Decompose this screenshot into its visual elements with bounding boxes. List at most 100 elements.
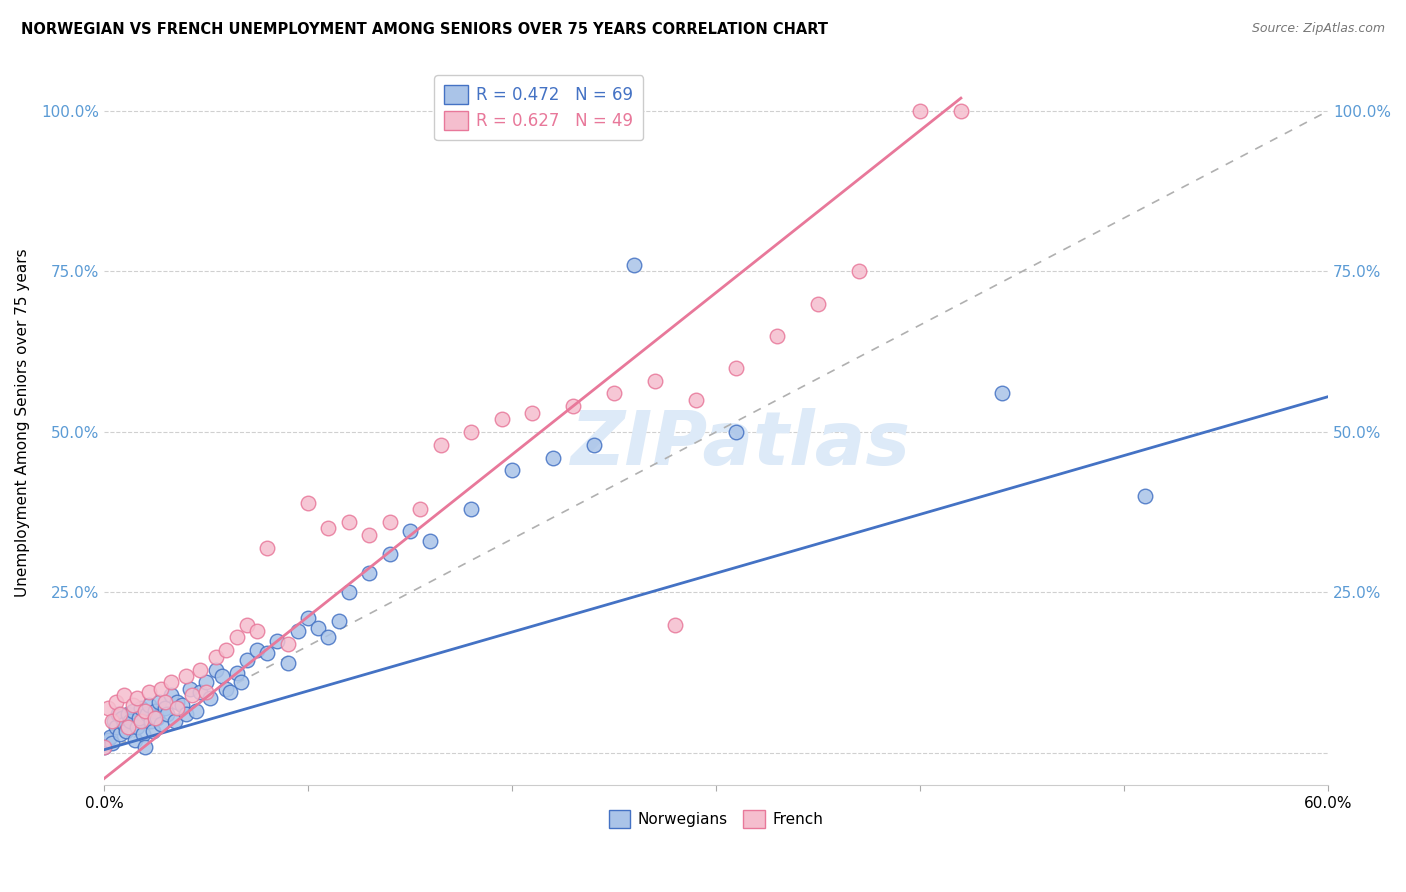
Point	[115, 723, 138, 738]
Point	[128, 711, 150, 725]
Text: Source: ZipAtlas.com: Source: ZipAtlas.com	[1251, 22, 1385, 36]
Point	[101, 736, 124, 750]
Text: ZIPatlas: ZIPatlas	[571, 408, 911, 481]
Point	[103, 714, 125, 728]
Point	[378, 547, 401, 561]
Point	[337, 585, 360, 599]
Point	[236, 653, 259, 667]
Point	[766, 328, 789, 343]
Point	[378, 515, 401, 529]
Point	[134, 704, 156, 718]
Point	[180, 688, 202, 702]
Point	[120, 714, 142, 728]
Point	[121, 698, 143, 712]
Point	[184, 704, 207, 718]
Point	[93, 739, 115, 754]
Point	[359, 527, 381, 541]
Point	[143, 704, 166, 718]
Point	[256, 541, 278, 555]
Point	[522, 406, 544, 420]
Point	[174, 669, 197, 683]
Point	[215, 681, 238, 696]
Point	[166, 695, 188, 709]
Point	[134, 739, 156, 754]
Point	[949, 103, 972, 118]
Point	[148, 695, 170, 709]
Point	[112, 688, 135, 702]
Point	[419, 534, 441, 549]
Point	[848, 264, 870, 278]
Point	[908, 103, 931, 118]
Point	[195, 675, 218, 690]
Point	[160, 688, 183, 702]
Point	[129, 701, 152, 715]
Point	[807, 296, 830, 310]
Point	[664, 617, 686, 632]
Point	[205, 663, 228, 677]
Point	[101, 714, 124, 728]
Point	[125, 691, 148, 706]
Point	[142, 723, 165, 738]
Point	[229, 675, 252, 690]
Point	[491, 412, 513, 426]
Point	[150, 681, 173, 696]
Point	[165, 714, 187, 728]
Point	[603, 386, 626, 401]
Point	[211, 669, 233, 683]
Point	[125, 720, 148, 734]
Point	[307, 621, 329, 635]
Point	[170, 698, 193, 712]
Point	[246, 624, 269, 638]
Point	[236, 617, 259, 632]
Point	[318, 631, 340, 645]
Point	[541, 450, 564, 465]
Point	[205, 649, 228, 664]
Point	[297, 611, 319, 625]
Point	[256, 647, 278, 661]
Point	[287, 624, 309, 638]
Point	[121, 704, 143, 718]
Point	[166, 701, 188, 715]
Point	[644, 374, 666, 388]
Point	[97, 733, 120, 747]
Point	[725, 425, 748, 439]
Point	[139, 714, 162, 728]
Point	[215, 643, 238, 657]
Point	[132, 727, 155, 741]
Point	[174, 707, 197, 722]
Point	[399, 524, 422, 539]
Point	[429, 438, 451, 452]
Text: NORWEGIAN VS FRENCH UNEMPLOYMENT AMONG SENIORS OVER 75 YEARS CORRELATION CHART: NORWEGIAN VS FRENCH UNEMPLOYMENT AMONG S…	[21, 22, 828, 37]
Point	[277, 656, 299, 670]
Point	[725, 360, 748, 375]
Point	[337, 515, 360, 529]
Point	[297, 495, 319, 509]
Point	[277, 637, 299, 651]
Point	[138, 698, 160, 712]
Point	[117, 707, 139, 722]
Point	[111, 711, 134, 725]
Point	[129, 714, 152, 728]
Point	[318, 521, 340, 535]
Point	[160, 675, 183, 690]
Point	[138, 685, 160, 699]
Point	[409, 502, 432, 516]
Point	[117, 720, 139, 734]
Point	[198, 691, 221, 706]
Point	[97, 701, 120, 715]
Point	[359, 566, 381, 581]
Point	[156, 707, 179, 722]
Point	[582, 438, 605, 452]
Point	[460, 425, 482, 439]
Point	[153, 701, 176, 715]
Point	[110, 707, 132, 722]
Point	[219, 685, 242, 699]
Point	[93, 739, 115, 754]
Point	[124, 733, 146, 747]
Y-axis label: Unemployment Among Seniors over 75 years: Unemployment Among Seniors over 75 years	[15, 248, 30, 597]
Point	[501, 463, 523, 477]
Point	[179, 681, 201, 696]
Point	[150, 717, 173, 731]
Point	[188, 663, 211, 677]
Point	[110, 727, 132, 741]
